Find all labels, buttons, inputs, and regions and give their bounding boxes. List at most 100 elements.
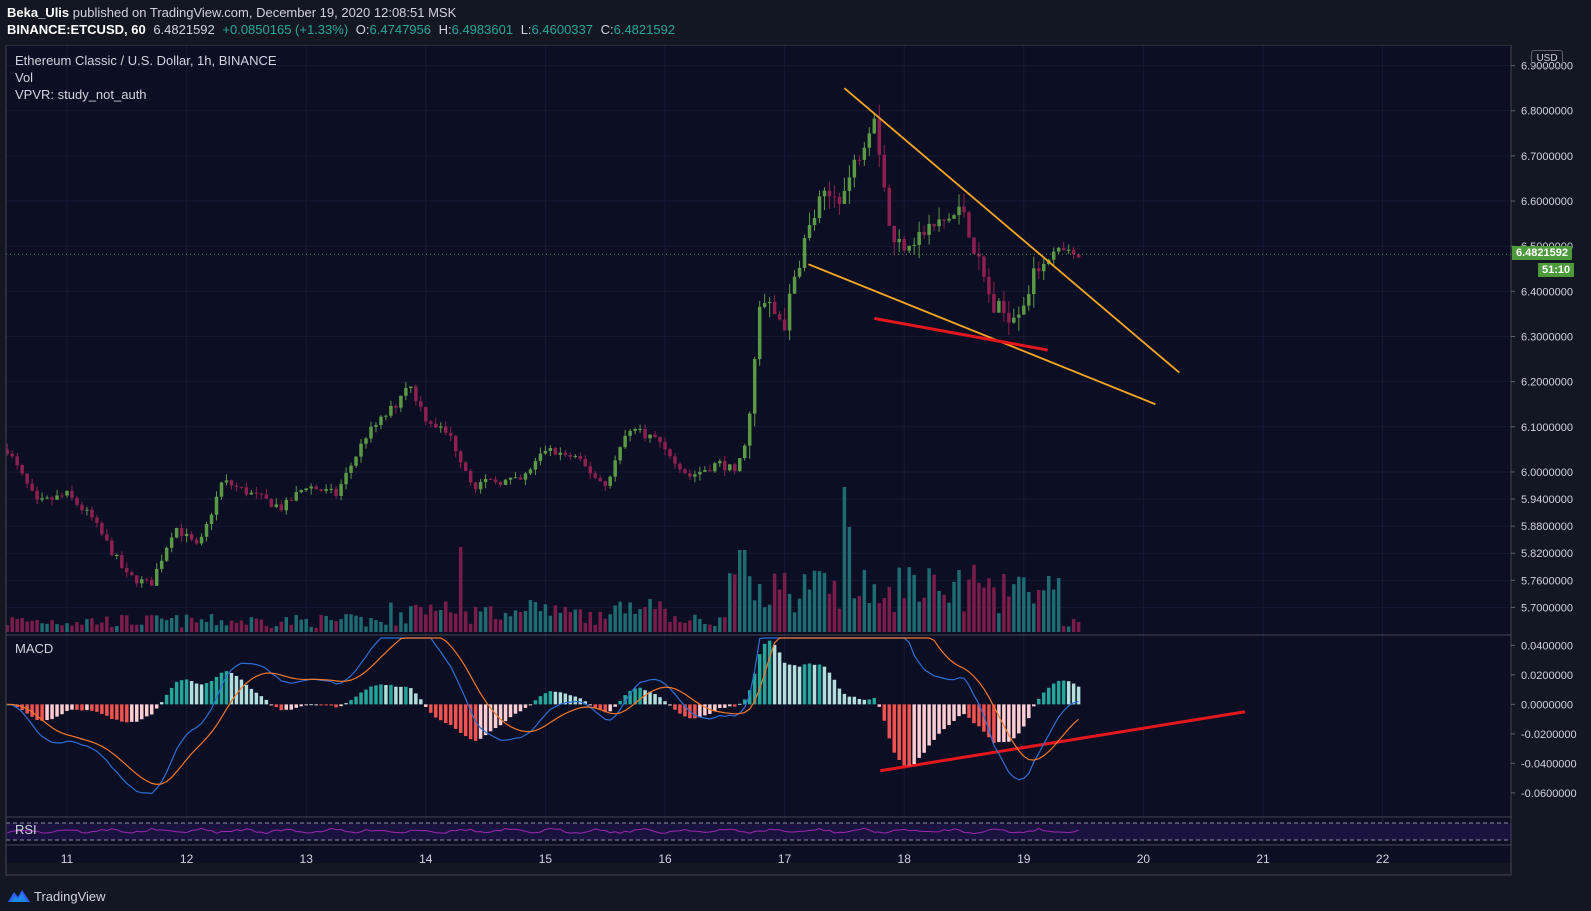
red-trendline[interactable]: [874, 316, 1048, 352]
volume-bar: [508, 616, 513, 632]
macd-hist-bar: [548, 691, 553, 705]
macd-hist-bar: [772, 644, 777, 705]
candle-body: [1066, 249, 1071, 251]
candle-body: [742, 445, 747, 459]
macd-hist-bar: [683, 704, 687, 717]
candle-body: [130, 572, 134, 576]
macd-hist-bar: [543, 693, 548, 705]
candle-body: [424, 406, 428, 422]
candle-body: [259, 493, 264, 495]
candle-body: [683, 469, 687, 474]
volume-bar: [972, 564, 976, 632]
volume-bar: [693, 614, 697, 632]
macd-hist-bar: [85, 704, 89, 711]
price-tick-label: 6.2000000: [1521, 377, 1573, 389]
macd-legend[interactable]: MACD: [15, 641, 54, 656]
macd-hist-bar: [653, 694, 657, 705]
macd-hist-bar: [942, 704, 946, 730]
macd-hist-bar: [623, 695, 627, 705]
publish-text: published on TradingView.com, December 1…: [69, 5, 457, 20]
trendlines[interactable]: [808, 87, 1246, 773]
volume-legend[interactable]: Vol: [15, 70, 34, 85]
macd-hist-bar: [289, 704, 293, 710]
volume-bar: [140, 624, 144, 632]
macd-hist-bar: [1037, 698, 1041, 705]
tradingview-brand[interactable]: TradingView: [34, 889, 106, 904]
macd-hist-bar: [703, 704, 707, 716]
candle-body: [548, 448, 553, 451]
volume-bar: [1041, 590, 1046, 632]
macd-hist-bar: [937, 704, 941, 734]
tradingview-logo-icon[interactable]: [7, 888, 31, 904]
candle-body: [907, 245, 911, 251]
macd-hist-bar: [508, 704, 513, 718]
macd-hist-bar: [628, 690, 632, 705]
macd-axis-ticks[interactable]: 0.0400000 0.0200000 0.0000000 -0.0200000 -0.…: [1511, 640, 1577, 800]
candle-body: [658, 436, 662, 443]
volume-bar: [518, 611, 523, 632]
orange-trendline[interactable]: [808, 263, 1156, 406]
orange-trendline[interactable]: [843, 87, 1180, 374]
candle-body: [498, 481, 503, 485]
red-trendline[interactable]: [880, 710, 1246, 773]
candle-body: [144, 579, 149, 581]
time-axis-ticks[interactable]: 11 12 13 14 15 16 17 18 19 20 21 22: [61, 852, 1390, 866]
volume-bar: [842, 487, 847, 632]
volume-bar: [279, 621, 284, 632]
candle-body: [1022, 305, 1026, 315]
macd-hist-bar: [219, 672, 224, 705]
volume-bar: [573, 609, 578, 632]
chart-canvas[interactable]: 6.90000006.80000006.70000006.60000006.50…: [0, 45, 1591, 884]
volume-bar: [10, 617, 14, 632]
volume-bar: [827, 593, 832, 632]
volume-bar: [787, 593, 792, 632]
author-name[interactable]: Beka_Ulis: [7, 5, 70, 20]
candle-body: [952, 215, 956, 219]
candle-body: [399, 395, 403, 408]
volume-bar: [957, 570, 961, 632]
volume-bar: [932, 574, 936, 632]
volume-bar: [593, 624, 597, 632]
price-axis-ticks[interactable]: 6.90000006.80000006.70000006.60000006.50…: [1511, 61, 1573, 615]
volume-bar: [254, 618, 259, 632]
candle-body: [60, 495, 64, 497]
candle-body: [169, 537, 174, 548]
macd-hist-bar: [149, 704, 154, 715]
macd-tick-label: -0.0600000: [1521, 788, 1577, 800]
symbol-label[interactable]: BINANCE:ETCUSD, 60: [7, 22, 146, 37]
candle-body: [269, 498, 274, 507]
candle-body: [468, 470, 473, 483]
vpvr-legend[interactable]: VPVR: study_not_auth: [15, 87, 147, 102]
volume-bar: [493, 618, 498, 632]
volume-bar: [807, 589, 812, 632]
symbol-legend[interactable]: Ethereum Classic / U.S. Dollar, 1h, BINA…: [15, 53, 277, 68]
candle-body: [189, 533, 194, 540]
volume-bar: [802, 574, 807, 632]
macd-hist-bar: [588, 704, 592, 706]
macd-hist-bar: [364, 689, 368, 705]
candle-body: [817, 196, 822, 219]
candle-body: [917, 231, 921, 245]
volume-bar: [15, 619, 19, 632]
candle-body: [419, 401, 423, 407]
currency-button[interactable]: USD: [1531, 50, 1563, 68]
last-price-tag: 6.4821592: [1512, 246, 1572, 261]
volume-bar: [912, 574, 916, 632]
candle-body: [618, 447, 622, 461]
volume-bar: [533, 601, 538, 632]
candles[interactable]: [5, 104, 1081, 588]
macd-hist-bar: [533, 700, 538, 705]
candle-body: [992, 294, 996, 313]
candle-body: [972, 237, 976, 254]
rsi-legend[interactable]: RSI: [15, 822, 37, 837]
macd-hist-bar: [742, 699, 747, 705]
volume-bar: [1007, 596, 1011, 632]
volume-bar: [792, 612, 797, 632]
macd-hist-bar: [992, 704, 996, 744]
candle-body: [199, 536, 204, 544]
candle-body: [209, 514, 214, 525]
candle-body: [389, 405, 393, 416]
candle-body: [942, 219, 946, 221]
macd-hist-bar: [279, 704, 284, 711]
volume-bar: [488, 606, 493, 632]
